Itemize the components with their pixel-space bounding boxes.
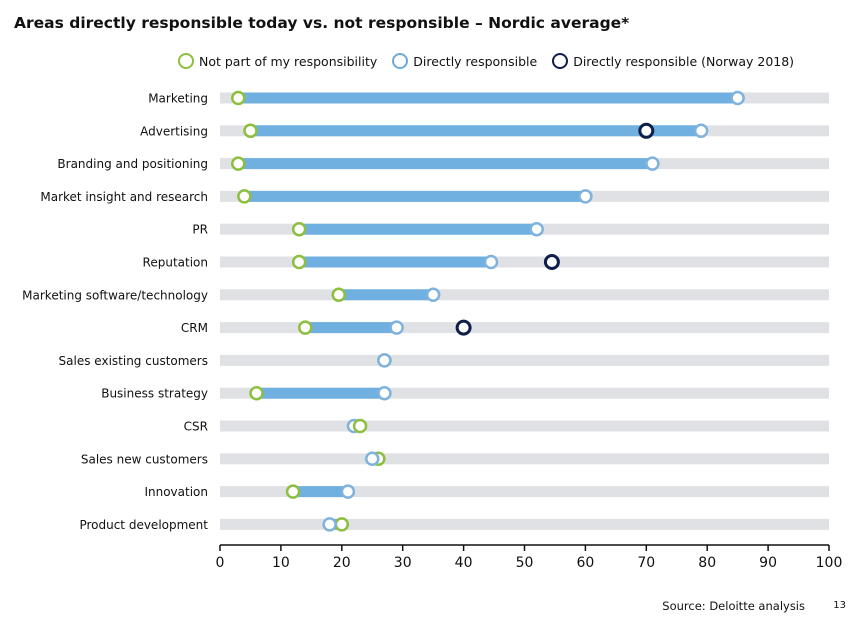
category-label: PR	[192, 223, 208, 237]
point-norway-2018	[638, 122, 655, 139]
legend-label: Directly responsible	[413, 53, 538, 69]
point-not-responsible	[291, 221, 307, 237]
x-tick-label: 30	[394, 555, 412, 571]
point-not-responsible	[291, 254, 307, 270]
legend-item-norway-2018: Directly responsible (Norway 2018)	[552, 53, 794, 69]
legend-marker-blue-circle-icon	[392, 53, 409, 69]
category-label: Reputation	[143, 256, 208, 270]
source-note: Source: Deloitte analysis	[662, 599, 805, 613]
point-directly-responsible	[529, 221, 544, 237]
x-tick-label: 10	[272, 555, 290, 571]
legend-marker-green-circle-icon	[178, 53, 194, 69]
point-directly-responsible	[730, 90, 745, 106]
point-not-responsible	[298, 320, 313, 335]
point-directly-responsible	[578, 189, 593, 204]
point-directly-responsible	[483, 254, 499, 270]
point-not-responsible	[231, 156, 246, 171]
track-bar	[220, 518, 829, 530]
point-directly-responsible	[377, 385, 392, 401]
legend-marker-navy-circle-icon	[552, 53, 569, 69]
category-label: Sales new customers	[81, 452, 208, 466]
point-not-responsible	[334, 517, 350, 532]
category-label: Advertising	[140, 124, 208, 138]
category-label: Product development	[79, 518, 208, 532]
point-not-responsible	[331, 287, 347, 303]
point-not-responsible	[231, 90, 246, 106]
track-bar	[220, 387, 829, 399]
category-label: Market insight and research	[40, 190, 208, 204]
range-bar	[238, 92, 738, 104]
range-bar	[299, 256, 492, 268]
x-tick-label: 0	[216, 555, 225, 571]
range-bar	[250, 125, 702, 137]
category-label: Marketing software/technology	[22, 288, 208, 302]
track-bar	[220, 289, 829, 301]
legend-item-directly-responsible: Directly responsible	[392, 53, 537, 69]
x-tick-label: 90	[759, 555, 777, 571]
category-label: Business strategy	[101, 387, 208, 401]
x-tick-label: 80	[698, 555, 716, 571]
x-tick-label: 40	[455, 555, 473, 571]
range-bar	[244, 190, 586, 202]
point-not-responsible	[243, 123, 258, 139]
range-bar	[299, 223, 537, 235]
legend-label: Not part of my responsibility	[199, 53, 378, 69]
range-bar	[293, 486, 348, 498]
range-bar	[305, 322, 397, 334]
point-directly-responsible	[693, 123, 709, 139]
point-directly-responsible	[377, 353, 392, 368]
point-not-responsible	[285, 484, 301, 499]
legend: Not part of my responsibility Directly r…	[178, 51, 809, 71]
category-label: CSR	[184, 420, 208, 434]
track-bar	[220, 420, 829, 432]
range-bar	[256, 387, 385, 399]
point-norway-2018	[543, 254, 560, 270]
track-bar	[220, 322, 829, 334]
category-label: Innovation	[144, 485, 208, 499]
x-tick-label: 20	[333, 555, 351, 571]
point-directly-responsible	[365, 451, 380, 467]
point-directly-responsible	[645, 156, 660, 171]
point-not-responsible	[352, 418, 368, 434]
legend-label: Directly responsible (Norway 2018)	[573, 53, 795, 69]
track-bar	[220, 453, 829, 465]
track-bar	[220, 256, 829, 268]
track-bar	[220, 354, 829, 366]
chart-title: Areas directly responsible today vs. not…	[14, 14, 630, 32]
legend-item-not-responsible: Not part of my responsibility	[178, 53, 377, 69]
point-directly-responsible	[425, 287, 441, 303]
page-number: 13	[833, 600, 846, 611]
x-tick-label: 70	[637, 555, 655, 571]
point-directly-responsible	[322, 517, 337, 532]
range-bar	[338, 289, 434, 301]
x-tick-label: 50	[516, 555, 534, 571]
point-norway-2018	[455, 319, 472, 336]
track-bar	[220, 486, 829, 498]
range-bar	[238, 158, 653, 170]
x-tick-label: 60	[576, 555, 594, 571]
x-tick-label: 100	[816, 555, 843, 571]
category-label: Branding and positioning	[57, 157, 208, 171]
category-label: Marketing	[148, 92, 208, 106]
point-directly-responsible	[340, 484, 356, 499]
point-directly-responsible	[389, 320, 404, 335]
point-not-responsible	[249, 385, 264, 401]
category-label: Sales existing customers	[59, 354, 208, 368]
point-not-responsible	[237, 189, 252, 204]
category-label: CRM	[181, 321, 208, 335]
